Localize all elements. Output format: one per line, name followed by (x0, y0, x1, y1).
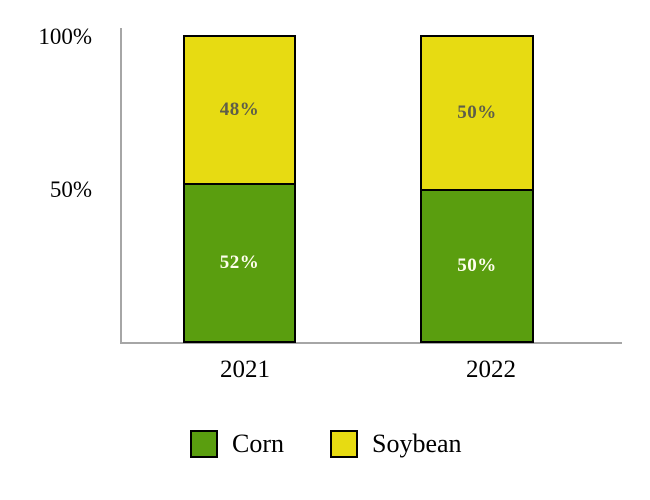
legend-item-soybean: Soybean (330, 429, 462, 459)
segment-label-soybean-2022: 50% (457, 102, 497, 123)
bar-2021: 48% 52% (183, 35, 296, 343)
y-tick-100: 100% (38, 24, 92, 49)
segment-label-corn-2021: 52% (219, 251, 260, 273)
corn-segment-2021: 52% (185, 182, 294, 341)
segment-label-corn-2022: 50% (457, 255, 497, 276)
legend: Corn Soybean (190, 429, 462, 459)
legend-label-corn: Corn (232, 429, 284, 458)
y-tick-50: 50% (49, 177, 92, 202)
soybean-swatch-icon (330, 430, 358, 458)
bar-2022: 50% 50% (420, 35, 534, 343)
corn-segment-2022: 50% (422, 189, 532, 341)
corn-swatch-icon (190, 430, 218, 458)
legend-item-corn: Corn (190, 429, 284, 459)
segment-label-soybean-2021: 48% (219, 98, 260, 120)
soybean-segment-2021: 48% (185, 37, 294, 183)
x-tick-2021: 2021 (220, 356, 270, 383)
x-axis-line (120, 342, 622, 344)
y-axis-line (120, 28, 122, 344)
legend-label-soybean: Soybean (372, 429, 462, 458)
soybean-segment-2022: 50% (422, 37, 532, 189)
x-tick-2022: 2022 (466, 356, 516, 383)
